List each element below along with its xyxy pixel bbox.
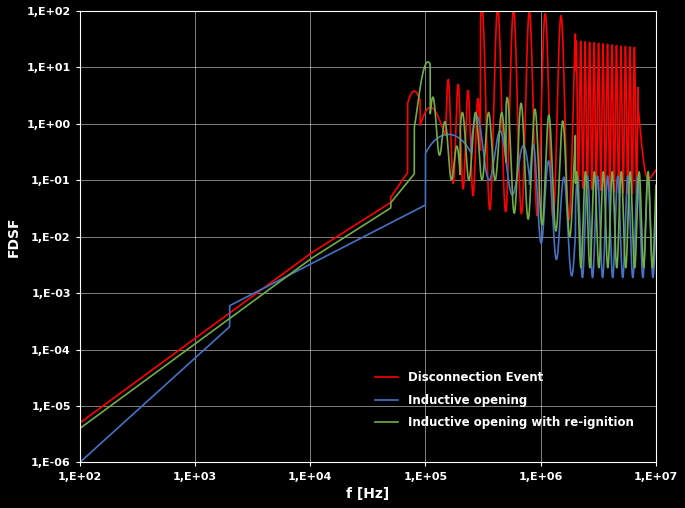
Inductive opening <box>180 365 188 371</box>
Disconnection Event <box>506 99 514 105</box>
Line: Disconnection Event: Disconnection Event <box>79 6 656 423</box>
Inductive opening with re-ignition <box>652 182 660 188</box>
Inductive opening with re-ignition <box>506 129 514 135</box>
Disconnection Event <box>450 166 458 172</box>
Inductive opening with re-ignition <box>296 264 304 270</box>
Inductive opening with re-ignition <box>421 62 429 68</box>
Inductive opening <box>473 113 481 119</box>
Inductive opening <box>652 209 660 215</box>
Disconnection Event <box>478 3 486 9</box>
Disconnection Event <box>421 109 429 115</box>
Inductive opening with re-ignition <box>75 425 84 431</box>
X-axis label: f [Hz]: f [Hz] <box>346 487 390 501</box>
Inductive opening with re-ignition <box>451 156 459 162</box>
Disconnection Event <box>652 167 660 173</box>
Inductive opening <box>75 459 84 465</box>
Inductive opening with re-ignition <box>180 348 188 355</box>
Inductive opening <box>296 267 304 273</box>
Inductive opening <box>549 229 558 235</box>
Disconnection Event <box>549 213 558 219</box>
Inductive opening with re-ignition <box>424 59 432 65</box>
Legend: Disconnection Event, Inductive opening, Inductive opening with re-ignition: Disconnection Event, Inductive opening, … <box>370 367 638 434</box>
Disconnection Event <box>296 258 304 264</box>
Inductive opening with re-ignition <box>549 200 558 206</box>
Line: Inductive opening: Inductive opening <box>79 116 656 462</box>
Line: Inductive opening with re-ignition: Inductive opening with re-ignition <box>79 62 656 428</box>
Inductive opening <box>421 202 429 208</box>
Inductive opening <box>450 133 458 139</box>
Disconnection Event <box>75 420 84 426</box>
Inductive opening <box>506 185 514 191</box>
Disconnection Event <box>180 343 188 349</box>
Y-axis label: FDSF: FDSF <box>7 216 21 257</box>
